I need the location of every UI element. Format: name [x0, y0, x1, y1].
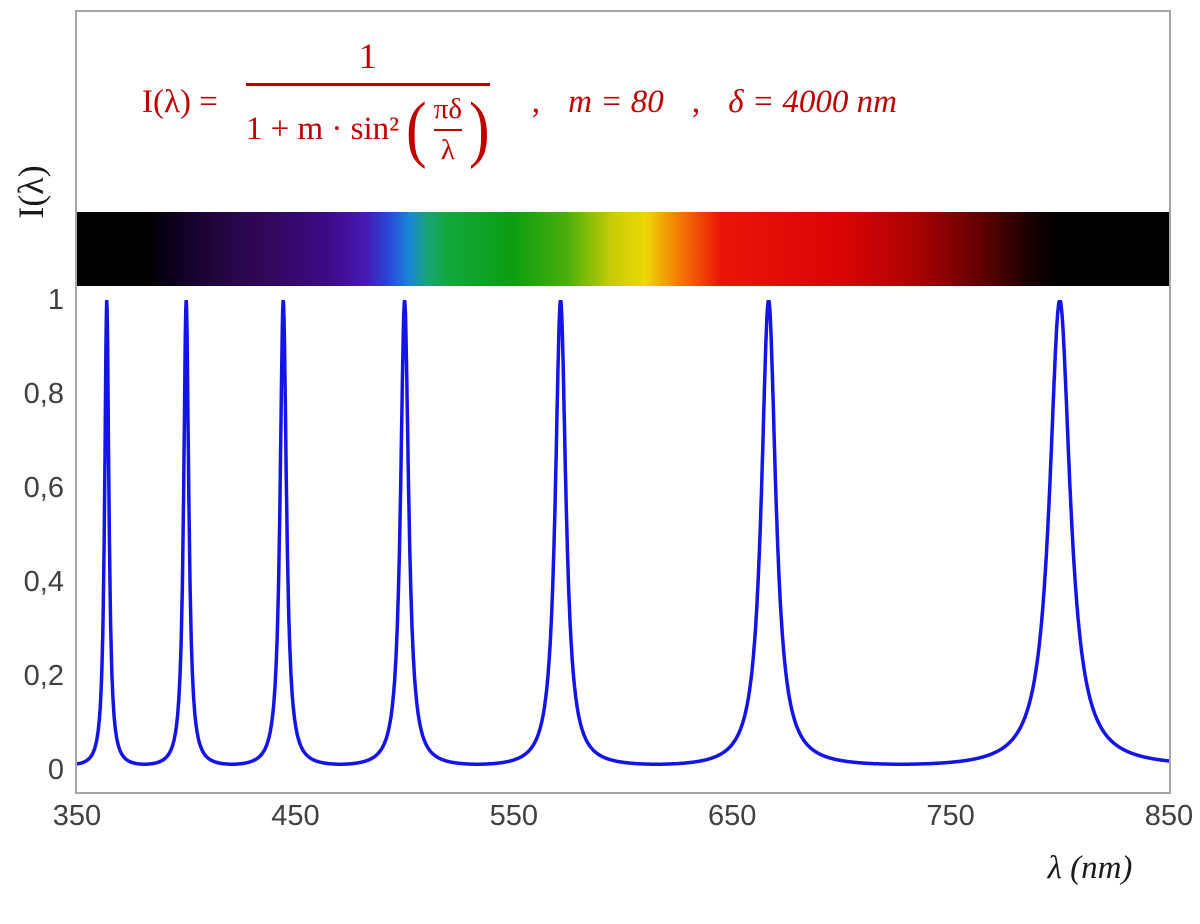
x-tick-label: 750	[926, 800, 975, 832]
formula-lhs: I(λ) =	[142, 83, 218, 120]
y-tick-label: 0,4	[23, 566, 64, 598]
x-axis-ticks: 350 450 550 650 750 850	[53, 800, 1193, 836]
y-tick-label: 0,6	[23, 472, 64, 504]
x-tick-label: 650	[707, 800, 757, 832]
intensity-curve	[77, 300, 1169, 766]
inner-fraction: πδ λ	[433, 92, 462, 167]
x-tick-label: 450	[271, 800, 320, 832]
y-axis-title: I(λ)	[11, 165, 51, 219]
right-paren: )	[469, 87, 490, 170]
plot-frame: I(λ) = 1 1 + m · sin² ( πδ λ ) , m = 80 …	[75, 10, 1171, 794]
left-paren: (	[406, 87, 427, 170]
formula-denominator: 1 + m · sin² ( πδ λ )	[245, 87, 490, 170]
y-tick-label: 0,8	[23, 378, 64, 410]
parameter-delta: δ = 4000 nm	[728, 83, 897, 120]
formula-fraction: 1 1 + m · sin² ( πδ λ )	[245, 35, 490, 170]
x-tick-label: 550	[489, 800, 538, 832]
formula-numerator: 1	[358, 35, 377, 76]
x-axis-title: λ (nm)	[1047, 850, 1133, 886]
formula-comma-2: ,	[691, 83, 701, 120]
formula: I(λ) = 1 1 + m · sin² ( πδ λ ) , m = 80 …	[142, 12, 1129, 192]
intensity-plot	[77, 300, 1169, 766]
visible-spectrum-bar	[77, 212, 1169, 286]
y-tick-label: 1	[47, 284, 64, 316]
y-tick-label: 0	[47, 754, 64, 786]
inner-fraction-bar	[433, 128, 462, 131]
y-tick-label: 0,2	[23, 660, 64, 692]
inner-numerator: πδ	[433, 92, 462, 125]
fraction-bar	[245, 82, 490, 86]
denominator-prefix: 1 + m · sin²	[245, 111, 400, 147]
inner-denominator: λ	[440, 133, 455, 166]
x-tick-label: 850	[1144, 800, 1194, 832]
x-tick-label: 350	[52, 800, 102, 832]
y-axis-ticks: 1 0,8 0,6 0,4 0,2 0	[0, 285, 64, 785]
parameter-m: m = 80	[568, 83, 664, 120]
formula-comma-1: ,	[531, 83, 541, 120]
